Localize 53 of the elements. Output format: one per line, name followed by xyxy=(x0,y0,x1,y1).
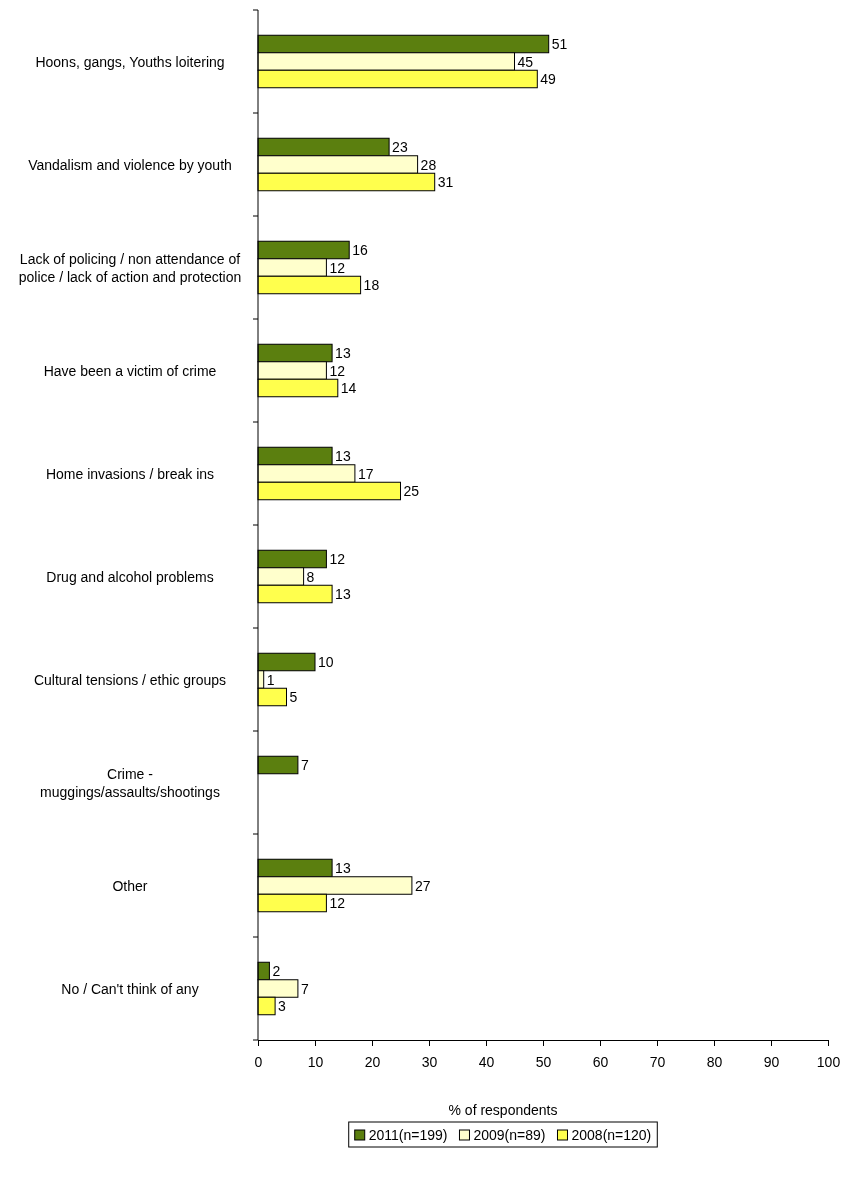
data-label: 13 xyxy=(335,586,351,602)
data-label: 28 xyxy=(420,156,437,173)
y-tick-label: Drug and alcohol problems xyxy=(46,568,214,585)
data-label: 8 xyxy=(306,568,315,585)
x-axis-title: % of respondents xyxy=(448,1102,558,1118)
y-tick-label: Crime - muggings/assaults/shootings xyxy=(40,765,220,800)
x-tick-label: 50 xyxy=(535,1054,552,1071)
data-label: 45 xyxy=(517,53,534,70)
data-label: 2 xyxy=(272,963,281,979)
data-label: 12 xyxy=(329,551,346,567)
data-label: 17 xyxy=(357,465,374,482)
data-label: 5 xyxy=(289,689,298,705)
x-tick-label: 100 xyxy=(816,1054,841,1071)
x-tick-label: 10 xyxy=(307,1054,324,1071)
x-tick-label: 0 xyxy=(254,1054,263,1071)
x-tick-label: 20 xyxy=(364,1054,381,1071)
data-label: 25 xyxy=(403,483,420,499)
y-tick-label: Cultural tensions / ethic groups xyxy=(33,671,227,688)
x-tick-label: 80 xyxy=(706,1054,723,1071)
legend-label: 2011(n=199) xyxy=(368,1127,448,1143)
y-tick-label: Have been a victim of crime xyxy=(43,362,217,379)
data-label: 49 xyxy=(540,71,557,87)
data-label: 23 xyxy=(392,139,408,155)
x-tick-label: 90 xyxy=(763,1054,780,1071)
data-label: 12 xyxy=(329,259,346,276)
data-label: 13 xyxy=(335,860,351,876)
data-label: 3 xyxy=(278,998,287,1014)
x-tick-label: 30 xyxy=(421,1054,438,1071)
data-label: 13 xyxy=(335,448,351,464)
data-label: 51 xyxy=(551,36,568,52)
data-label: 13 xyxy=(335,345,351,361)
legend-label: 2009(n=89) xyxy=(473,1127,546,1143)
data-label: 12 xyxy=(329,362,346,379)
y-tick-label: No / Can't think of any xyxy=(61,980,199,997)
y-tick-label: Home invasions / break ins xyxy=(45,465,215,482)
x-tick-label: 60 xyxy=(592,1054,609,1071)
data-label: 27 xyxy=(414,877,431,894)
data-label: 31 xyxy=(437,174,454,190)
data-label: 1 xyxy=(266,671,275,688)
x-tick-label: 40 xyxy=(478,1054,495,1071)
y-tick-label: Vandalism and violence by youth xyxy=(28,156,232,173)
data-label: 7 xyxy=(300,757,309,773)
data-label: 7 xyxy=(300,980,309,997)
data-label: 10 xyxy=(318,654,334,670)
data-label: 14 xyxy=(340,380,357,396)
data-label: 16 xyxy=(352,242,368,258)
data-label: 18 xyxy=(363,277,380,293)
y-tick-label: Other xyxy=(112,877,148,894)
x-tick-label: 70 xyxy=(649,1054,666,1071)
y-tick-label: Lack of policing / non attendance of police / lack of action and protection xyxy=(18,250,242,285)
legend-label: 2008(n=120) xyxy=(571,1127,652,1143)
y-tick-label: Hoons, gangs, Youths loitering xyxy=(35,53,225,70)
data-label: 12 xyxy=(329,895,346,911)
